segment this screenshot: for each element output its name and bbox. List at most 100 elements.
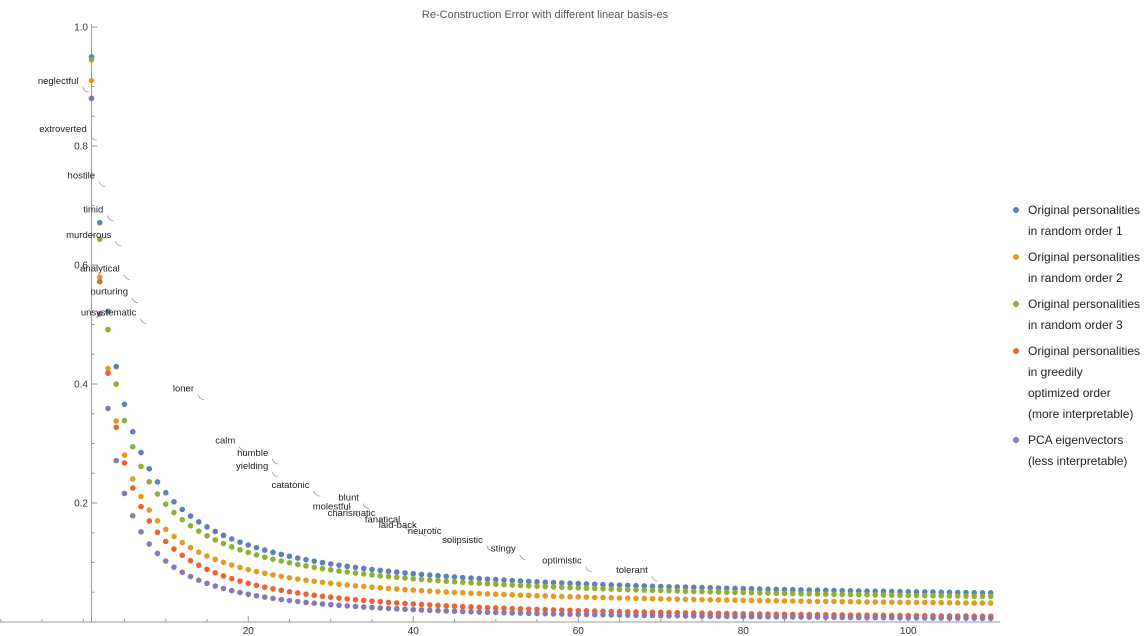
series-5-point xyxy=(740,613,747,620)
legend-label: optimized order xyxy=(1028,386,1111,400)
series-5-point xyxy=(814,614,821,620)
x-tick-label: 60 xyxy=(573,626,585,636)
series-5-point xyxy=(212,583,219,589)
series-5-point xyxy=(979,615,986,622)
annotation-leader xyxy=(403,525,411,531)
series-1-point xyxy=(451,574,458,580)
series-2-point xyxy=(715,597,722,603)
series-4-point xyxy=(138,503,144,510)
series-4-point xyxy=(558,607,565,613)
series-4-point xyxy=(278,587,285,594)
series-3-point xyxy=(550,584,557,590)
series-4-point xyxy=(121,460,128,466)
series-4-point xyxy=(204,566,210,573)
series-2-point xyxy=(195,549,202,555)
point-annotation: blunt xyxy=(338,493,359,504)
legend-label: in random order 1 xyxy=(1028,224,1123,238)
series-2-point xyxy=(723,597,730,603)
point-annotation: hostile xyxy=(68,171,95,182)
series-1-point xyxy=(327,561,334,567)
series-5-point xyxy=(88,95,95,102)
series-5-point xyxy=(154,550,161,557)
series-4-point xyxy=(360,597,367,604)
series-4-point xyxy=(105,370,111,376)
series-2-point xyxy=(344,582,351,588)
series-5-point xyxy=(286,597,293,604)
series-4-point xyxy=(443,603,450,609)
series-1-point xyxy=(311,558,318,564)
series-3-point xyxy=(591,585,598,592)
series-5-point xyxy=(96,311,103,317)
series-3-point xyxy=(294,561,301,568)
series-1-point xyxy=(699,584,705,591)
series-1-point xyxy=(501,577,507,583)
series-1-point xyxy=(187,513,194,519)
series-2-point xyxy=(327,580,334,587)
point-annotation: analytical xyxy=(80,263,120,274)
point-annotation: molestful xyxy=(313,501,351,512)
series-5-point xyxy=(674,613,681,619)
series-1-point xyxy=(657,583,664,590)
series-3-point xyxy=(237,547,243,553)
series-4-point xyxy=(146,518,153,524)
series-5-point xyxy=(699,613,705,619)
series-5-point xyxy=(121,490,128,497)
series-5-point xyxy=(294,598,301,605)
series-5-point xyxy=(319,601,326,607)
series-3-point xyxy=(113,381,120,387)
series-5-point xyxy=(303,599,309,606)
series-3-point xyxy=(286,560,293,566)
annotation-leader xyxy=(379,518,386,525)
series-2-point xyxy=(880,599,887,605)
series-4-point xyxy=(418,601,425,608)
series-5-point xyxy=(220,585,227,592)
series-1-point xyxy=(624,582,631,589)
annotation-leader xyxy=(106,215,114,221)
series-1-point xyxy=(781,586,788,593)
series-3-point xyxy=(682,588,689,595)
series-5-point xyxy=(641,612,648,619)
series-5-point xyxy=(385,605,392,612)
series-2-point xyxy=(311,578,318,585)
series-3-point xyxy=(781,590,788,597)
series-5-point xyxy=(270,595,276,602)
legend-label: in random order 2 xyxy=(1028,271,1123,285)
series-3-point xyxy=(476,580,483,587)
series-5-point xyxy=(426,607,433,614)
series-5-point xyxy=(954,615,961,621)
series-4-point xyxy=(542,606,549,613)
series-5-point xyxy=(344,603,351,609)
series-3-point xyxy=(171,509,177,516)
series-3-point xyxy=(600,585,606,592)
series-3-point xyxy=(921,592,928,599)
point-annotation: neglectful xyxy=(38,76,79,87)
series-2-point xyxy=(798,598,804,604)
y-tick-label: 0.4 xyxy=(74,380,88,391)
series-5-point xyxy=(847,614,854,621)
series-2-point xyxy=(657,596,664,602)
series-1-point xyxy=(154,479,161,485)
series-2-point xyxy=(402,586,408,593)
series-3-point xyxy=(327,567,334,573)
series-5-point xyxy=(171,564,177,570)
series-4-point xyxy=(179,552,186,559)
series-5-point xyxy=(245,591,252,598)
series-3-point xyxy=(435,577,441,584)
series-2-point xyxy=(129,476,136,482)
series-5-point xyxy=(715,613,722,620)
series-2-point xyxy=(624,595,631,601)
series-1-point xyxy=(146,465,153,472)
series-5-point xyxy=(492,609,499,616)
series-5-point xyxy=(913,615,920,621)
series-3-point xyxy=(822,591,829,597)
point-annotation: optimistic xyxy=(542,556,582,567)
series-5-point xyxy=(624,612,631,618)
series-1-point xyxy=(270,549,276,556)
series-5-point xyxy=(179,569,186,576)
series-2-point xyxy=(385,585,392,592)
series-4-point xyxy=(220,573,227,579)
series-5-point xyxy=(723,613,730,620)
series-4-point xyxy=(377,598,384,605)
series-3-point xyxy=(831,591,837,598)
